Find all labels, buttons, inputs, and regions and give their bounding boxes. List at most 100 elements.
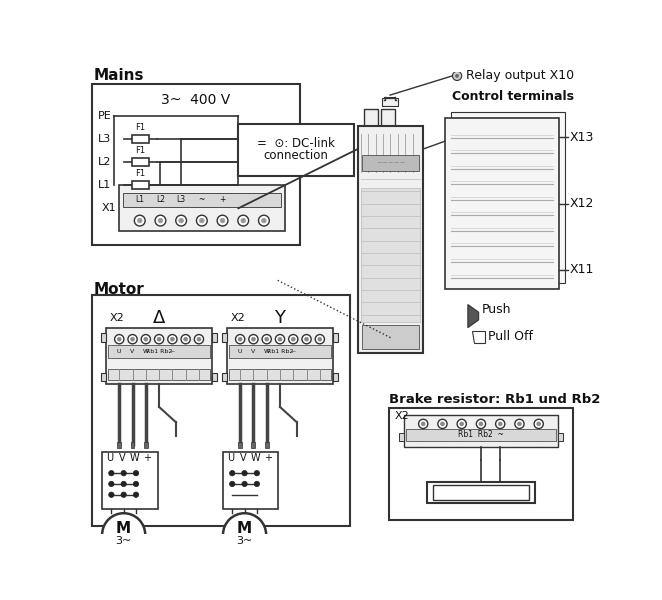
Text: +: + <box>263 453 271 463</box>
Circle shape <box>158 218 163 223</box>
Circle shape <box>197 337 201 341</box>
Circle shape <box>197 215 207 226</box>
Circle shape <box>534 419 544 428</box>
Circle shape <box>252 337 256 341</box>
Bar <box>132 135 149 143</box>
Bar <box>361 187 420 322</box>
Circle shape <box>102 513 145 556</box>
Bar <box>433 485 529 500</box>
Circle shape <box>167 335 177 344</box>
Circle shape <box>144 337 148 341</box>
Text: X2: X2 <box>395 411 410 421</box>
Circle shape <box>238 337 242 341</box>
Text: X2: X2 <box>230 313 246 323</box>
Text: V: V <box>240 453 246 463</box>
Circle shape <box>498 422 502 426</box>
Text: Rb1 Rb2: Rb1 Rb2 <box>146 349 172 354</box>
Circle shape <box>421 422 425 426</box>
Bar <box>364 109 378 126</box>
Bar <box>383 98 398 106</box>
Polygon shape <box>451 112 565 283</box>
Text: 3~: 3~ <box>116 536 132 546</box>
Circle shape <box>195 335 203 344</box>
Circle shape <box>230 470 235 476</box>
Circle shape <box>184 337 187 341</box>
Polygon shape <box>468 305 479 328</box>
Text: PE: PE <box>98 111 112 121</box>
Bar <box>229 369 331 380</box>
Text: L1: L1 <box>98 180 111 190</box>
Circle shape <box>179 218 183 223</box>
Bar <box>362 325 418 349</box>
Text: L3: L3 <box>177 196 186 205</box>
Bar <box>106 328 213 384</box>
Text: Y: Y <box>275 308 285 326</box>
Circle shape <box>154 335 164 344</box>
Circle shape <box>238 215 249 226</box>
Text: L1: L1 <box>135 196 144 205</box>
Bar <box>227 328 333 384</box>
Circle shape <box>130 337 134 341</box>
Bar <box>123 193 281 207</box>
Text: Brake resistor: Rb1 und Rb2: Brake resistor: Rb1 und Rb2 <box>389 393 600 406</box>
Bar <box>389 409 573 520</box>
Circle shape <box>254 470 260 476</box>
Circle shape <box>249 335 258 344</box>
Text: Motor: Motor <box>93 281 144 296</box>
Circle shape <box>133 492 139 497</box>
Text: X11: X11 <box>569 263 594 277</box>
Text: Pull Off: Pull Off <box>488 331 533 343</box>
Circle shape <box>138 218 142 223</box>
Bar <box>101 333 106 342</box>
Bar <box>404 415 558 447</box>
Text: V: V <box>130 349 134 354</box>
Bar <box>132 158 149 166</box>
Text: +: + <box>219 196 226 205</box>
Text: U: U <box>107 453 113 463</box>
Text: ~: ~ <box>169 349 175 354</box>
Circle shape <box>109 492 114 497</box>
Circle shape <box>455 74 459 77</box>
Circle shape <box>479 422 483 426</box>
Circle shape <box>109 470 114 476</box>
Bar <box>362 155 418 170</box>
Text: M: M <box>237 521 252 536</box>
Text: X2: X2 <box>110 313 124 323</box>
Bar <box>222 333 227 342</box>
Circle shape <box>318 337 322 341</box>
Circle shape <box>440 422 444 426</box>
Circle shape <box>157 337 161 341</box>
Bar <box>333 373 338 381</box>
Circle shape <box>220 218 225 223</box>
Circle shape <box>537 422 541 426</box>
Bar <box>109 346 210 358</box>
Circle shape <box>291 337 295 341</box>
Circle shape <box>170 337 174 341</box>
Text: X1: X1 <box>101 203 116 213</box>
Circle shape <box>242 470 248 476</box>
Circle shape <box>115 335 124 344</box>
Text: 3~  400 V: 3~ 400 V <box>162 93 230 107</box>
Circle shape <box>217 215 228 226</box>
Text: Relay output X10: Relay output X10 <box>466 70 575 82</box>
Bar <box>168 535 191 562</box>
Circle shape <box>275 335 285 344</box>
Circle shape <box>265 337 269 341</box>
Bar <box>213 333 217 342</box>
Text: W: W <box>263 349 270 354</box>
Bar <box>252 442 256 448</box>
Circle shape <box>121 492 126 497</box>
Circle shape <box>289 335 298 344</box>
Circle shape <box>133 470 139 476</box>
Bar <box>213 373 217 381</box>
Circle shape <box>261 218 266 223</box>
Circle shape <box>230 481 235 487</box>
Bar <box>117 442 121 448</box>
Circle shape <box>197 547 201 551</box>
Circle shape <box>141 335 150 344</box>
Circle shape <box>121 481 126 487</box>
Circle shape <box>175 215 187 226</box>
Circle shape <box>254 481 260 487</box>
Circle shape <box>452 71 461 80</box>
Bar <box>357 126 423 353</box>
